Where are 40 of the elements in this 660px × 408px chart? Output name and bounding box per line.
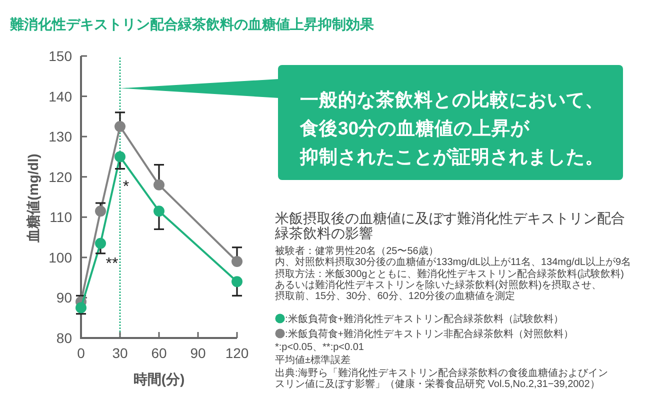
text: あるいは難消化性デキストリンを除いた緑茶飲料(対照飲料)を摂取させ、 [275, 279, 602, 291]
point [114, 151, 126, 162]
chart-title: 難消化性デキストリン配合緑茶飲料の血糖値上昇抑制効果 [9, 16, 375, 32]
y-tick-label: 100 [48, 249, 72, 266]
text: *:p<0.05、**:p<0.01 [275, 342, 364, 353]
y-axis-title: 血糖値(mg/dl) [25, 154, 41, 244]
source-note: 出典:海野ら「難消化性デキストリン配合緑茶飲料の食後血糖値およびインスリン値に及ぼす影響」（健康・栄養食品研究 Vol.5,No.2,31−39,2002） [275, 367, 608, 390]
annotation: ** [106, 256, 118, 272]
text: 摂取前、15分、30分、60分、120分後の血糖値を測定 [275, 290, 516, 302]
text: 内、対照飲料摂取30分後の血糖値が133mg/dL以上が11名、134mg/dL以上が9名 [275, 256, 632, 268]
x-tick-label: 30 [112, 345, 128, 361]
x-tick-label: 90 [190, 345, 206, 361]
callout: 一般的な茶飲料との比較において、 食後30分の血糖値の上昇が 抑制されたことが証明されました。 [120, 65, 623, 180]
y-tick-label: 130 [48, 128, 72, 145]
legend-item: :米飯負荷食+難消化性デキストリン配合緑茶飲料（試験飲料） [275, 314, 564, 325]
y-tick-label: 120 [48, 168, 72, 185]
text: 米飯摂取後の血糖値に及ぼす難消化性デキストリン配合緑茶飲料の影響 [274, 210, 625, 241]
point [232, 276, 242, 288]
point [95, 238, 106, 249]
y-tick-label: 140 [48, 88, 72, 104]
x-axis-title: 時間(分) [133, 371, 185, 387]
text: 平均値±標準誤差 [275, 354, 350, 366]
y-tick-label: 110 [50, 209, 72, 226]
point [114, 121, 126, 132]
y-tick-label: 80 [56, 330, 72, 346]
point [154, 179, 164, 190]
y-tick-label: 90 [56, 290, 72, 306]
annotation: * [122, 178, 130, 196]
point [154, 206, 164, 217]
point [232, 256, 242, 267]
x-tick-label: 120 [225, 345, 249, 361]
legend-item: :米飯負荷食+難消化性デキストリン非配合緑茶飲料（対照飲料） [275, 328, 574, 340]
x-tick-label: 0 [77, 345, 86, 361]
point [95, 206, 106, 217]
annotation: 一般的な茶飲料との比較において、 [300, 89, 604, 110]
text: 被験者：健常男性20名（25〜56歳） [275, 245, 438, 257]
text: 摂取方法：米飯300gとともに、難消化性デキストリン配合緑茶飲料(試験飲料) [275, 268, 624, 280]
y-tick-label: 150 [48, 48, 72, 64]
point [76, 302, 86, 314]
x-tick-label: 60 [151, 345, 167, 361]
